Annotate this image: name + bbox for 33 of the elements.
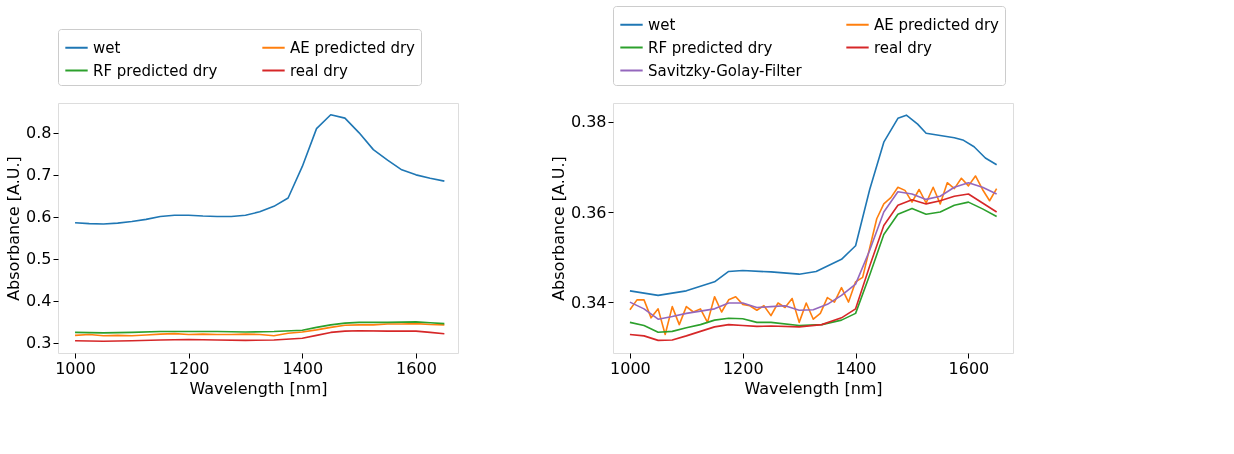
x-tick-label: 1200 <box>722 358 764 378</box>
legend-label: AE predicted dry <box>290 38 416 57</box>
line-series <box>74 329 446 343</box>
y-tick-label: 0.36 <box>570 202 607 222</box>
legend-label: real dry <box>874 38 932 57</box>
y-tick-label: 0.8 <box>26 123 52 143</box>
x-tick-label: 1000 <box>610 358 651 378</box>
y-tick-label: 0.38 <box>570 112 607 132</box>
y-tick-label: 0.4 <box>26 291 52 311</box>
line-series <box>74 113 446 225</box>
y-axis-title: Absorbance [A.U.] <box>548 156 568 301</box>
x-tick-label: 1000 <box>55 358 96 378</box>
x-tick-label: 1600 <box>948 358 990 378</box>
x-tick-label: 1400 <box>835 358 877 378</box>
x-tick-label: 1600 <box>396 358 437 378</box>
y-tick-label: 0.34 <box>570 292 607 312</box>
legend-label: wet <box>648 15 676 34</box>
legend-label: AE predicted dry <box>874 15 1000 34</box>
legend-label: wet <box>93 38 121 57</box>
x-tick-label: 1400 <box>282 358 324 378</box>
y-tick-label: 0.3 <box>26 333 52 353</box>
legend-label: RF predicted dry <box>648 38 773 57</box>
legend-label: Savitzky-Golay-Filter <box>648 61 803 80</box>
y-axis-title: Absorbance [A.U.] <box>4 156 24 301</box>
y-tick-label: 0.6 <box>26 207 52 227</box>
y-tick-label: 0.7 <box>26 165 52 185</box>
x-axis-title: Wavelength [nm] <box>189 378 328 398</box>
legend-label: real dry <box>290 61 348 80</box>
x-tick-label: 1200 <box>168 358 210 378</box>
y-tick-label: 0.5 <box>26 249 52 269</box>
line-series <box>629 114 998 297</box>
x-axis-title: Wavelength [nm] <box>744 378 883 398</box>
legend-label: RF predicted dry <box>93 61 218 80</box>
